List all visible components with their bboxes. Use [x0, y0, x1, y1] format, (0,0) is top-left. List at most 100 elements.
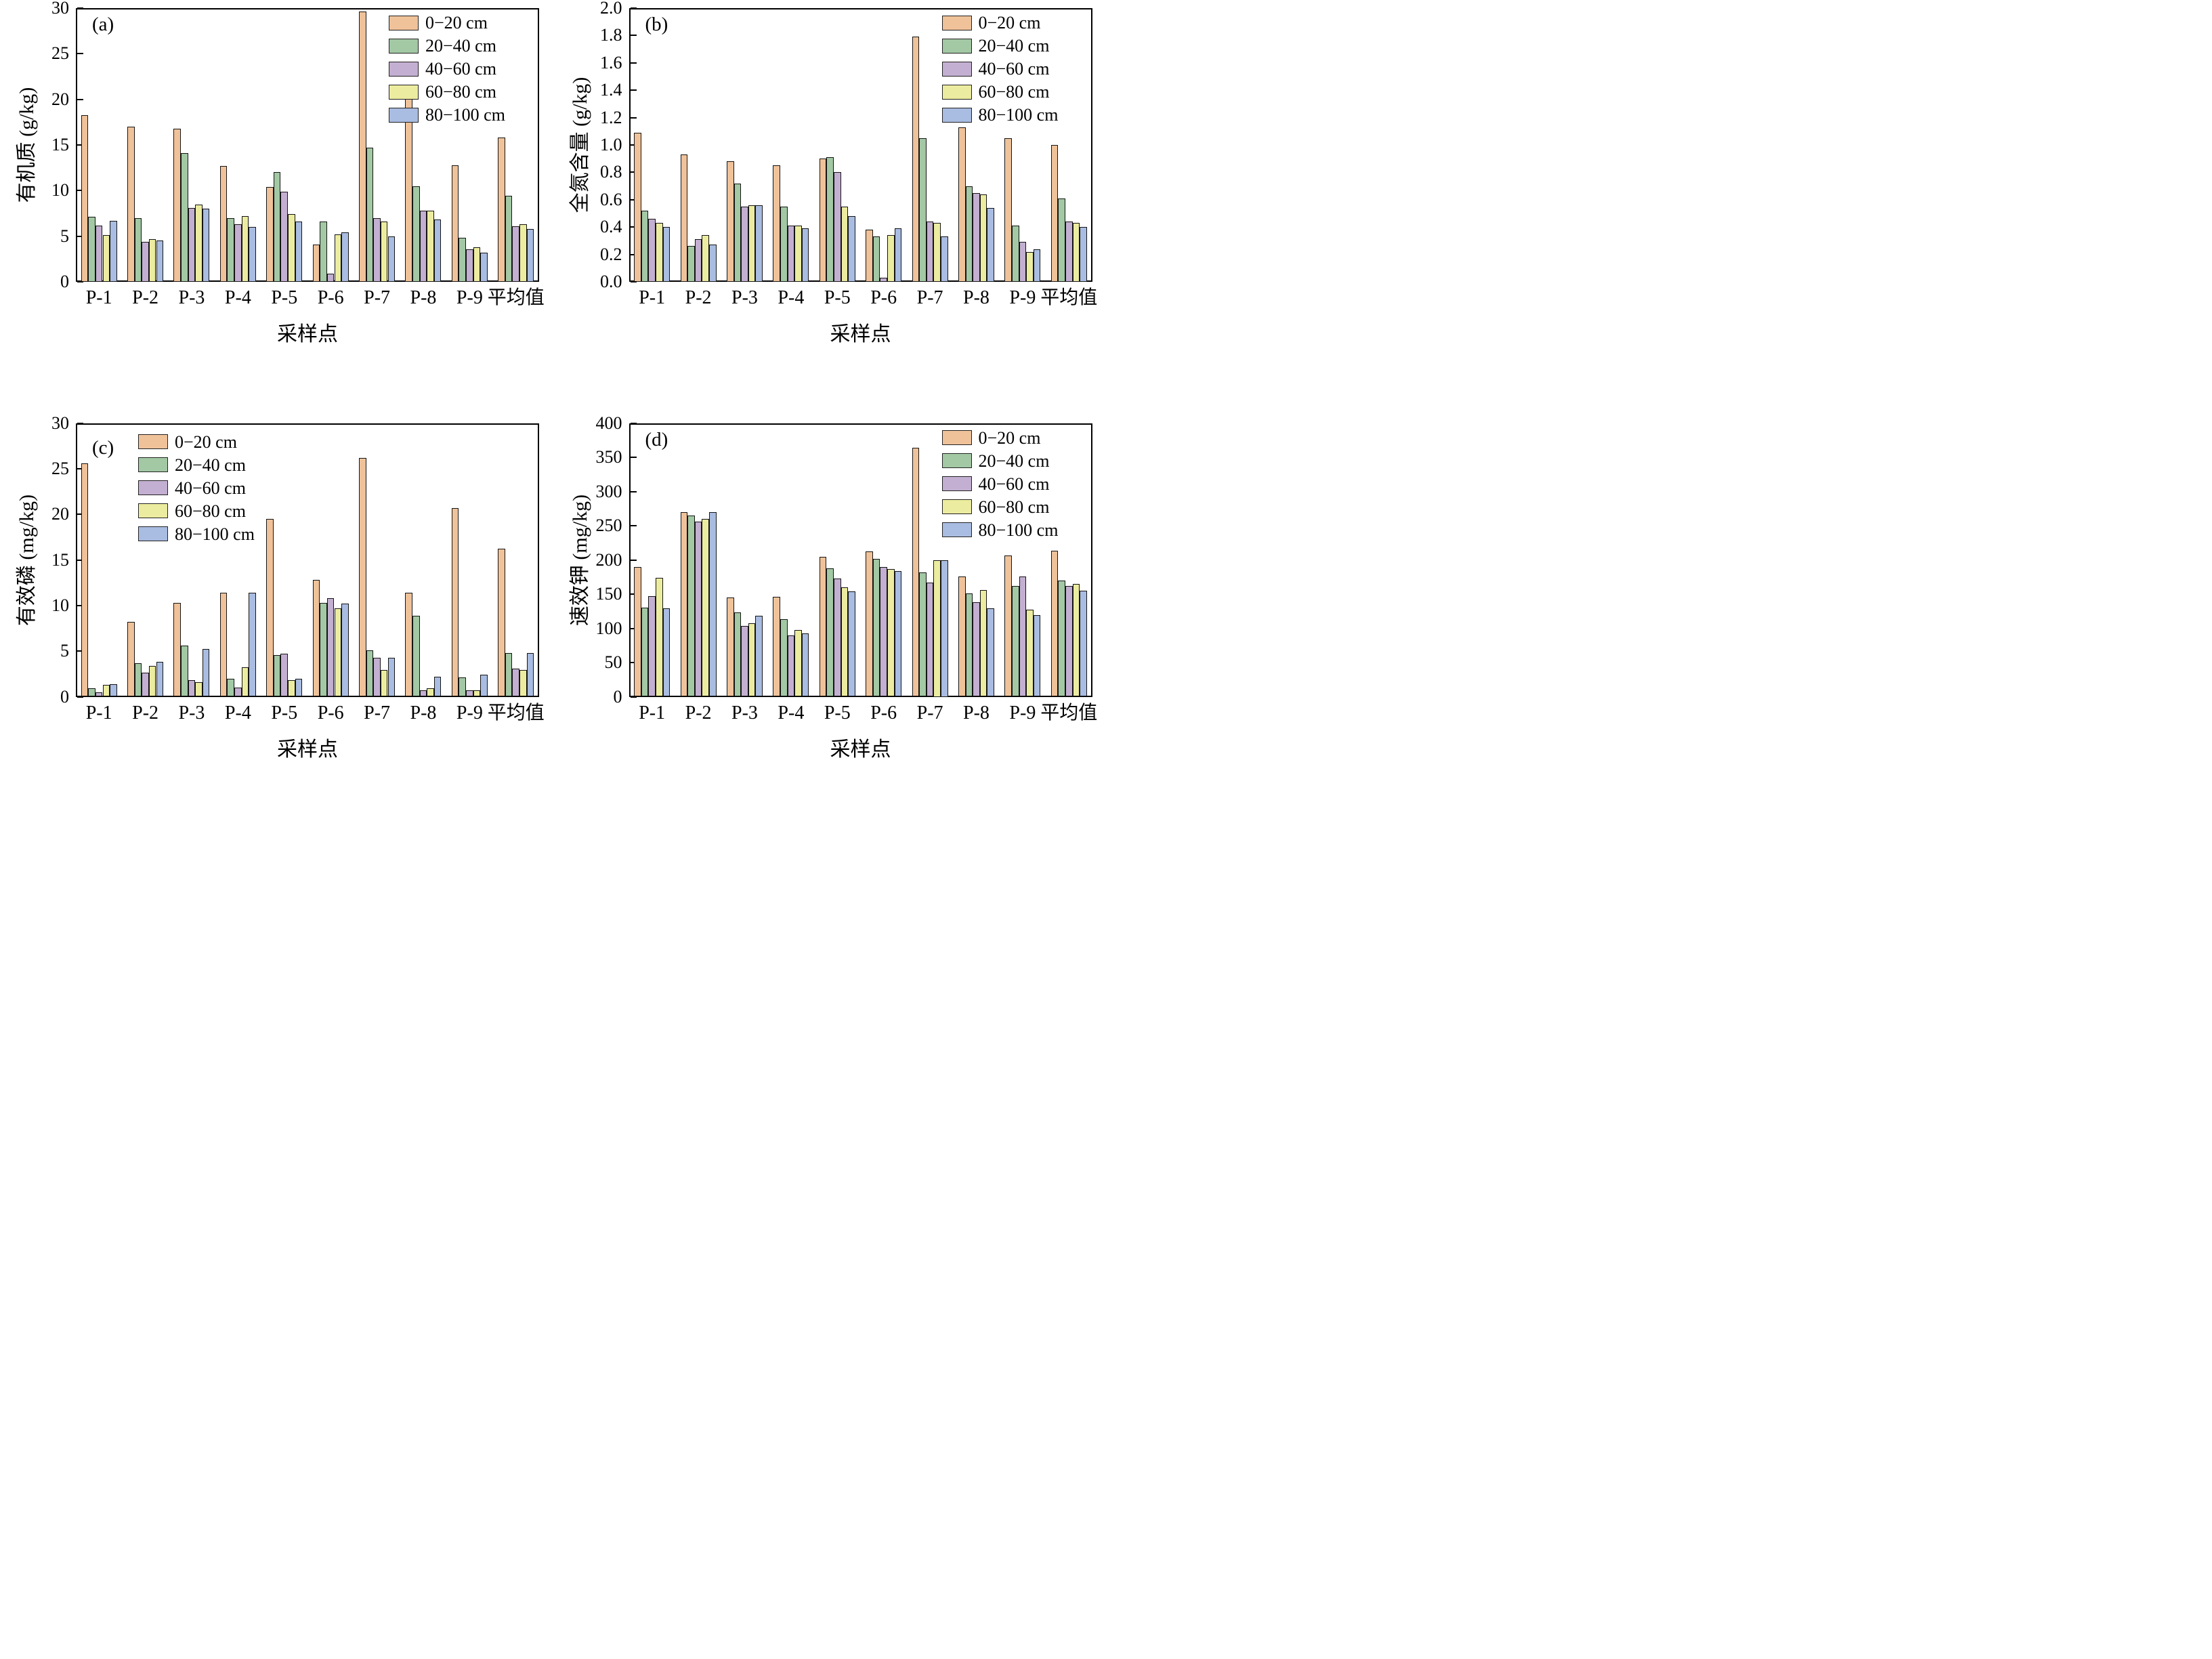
bar-b-P-6-s4: [894, 228, 902, 282]
legend-swatch-icon: [389, 61, 419, 77]
y-tick-label: 0.6: [600, 189, 622, 209]
bar-b-P-4-s0: [773, 165, 780, 282]
legend-item: 40−60 cm: [941, 60, 1059, 78]
bar-d-P-7-s0: [912, 447, 920, 697]
panel-b: 全氮含量 (g/kg) 0.0 0.2 0.4 0.6 0.8 1.0 1.2 1.4 1.6 1.…: [553, 0, 1106, 415]
y-tick-label: 200: [595, 549, 622, 570]
bar-a-平均值-s3: [519, 224, 527, 282]
y-tick-mark: [630, 35, 637, 37]
x-tick-label: P-5: [271, 287, 298, 308]
bar-a-P-1-s1: [88, 217, 95, 282]
bar-c-平均值-s1: [505, 652, 513, 697]
bar-c-P-5-s4: [295, 678, 303, 697]
bar-b-P-7-s0: [912, 37, 920, 282]
bar-b-P-4-s4: [801, 228, 809, 282]
bar-a-P-9-s3: [473, 247, 481, 282]
y-tick-mark: [630, 198, 637, 201]
legend-item: 60−80 cm: [941, 83, 1059, 101]
bar-a-平均值-s0: [498, 138, 505, 282]
x-tick-label: P-5: [824, 287, 851, 308]
bar-c-P-4-s4: [249, 592, 256, 697]
four-panel-bar-figure: 有机质 (g/kg) 0 5 10 15 20 25 30 P-1 P-2 P-3 P-4 P-5 P-6…: [0, 0, 1106, 830]
y-tick-label: 30: [51, 0, 69, 18]
bar-d-P-4-s0: [773, 597, 780, 697]
bar-b-P-2-s2: [694, 239, 702, 282]
y-tick-mark: [77, 422, 83, 424]
y-tick-label: 2.0: [600, 0, 622, 18]
bar-d-P-8-s1: [965, 593, 973, 697]
bar-a-P-6-s0: [312, 244, 320, 282]
bar-d-P-4-s2: [787, 635, 795, 697]
bar-a-P-9-s1: [459, 238, 467, 282]
bar-c-P-8-s0: [405, 592, 413, 697]
y-tick-mark: [77, 7, 83, 9]
y-tick-label: 0.8: [600, 162, 622, 182]
bar-d-P-8-s2: [973, 602, 980, 697]
legend-swatch-icon: [941, 84, 972, 100]
x-tick-label: P-7: [916, 702, 943, 723]
x-tick-label: P-9: [456, 287, 483, 308]
bar-a-P-2-s3: [148, 238, 156, 282]
bar-b-平均值-s0: [1050, 145, 1059, 282]
legend-item: 80−100 cm: [941, 106, 1058, 124]
legend-item: 40−60 cm: [941, 475, 1059, 493]
legend-swatch-icon: [941, 453, 972, 468]
y-tick-label: 0: [60, 272, 69, 291]
y-tick-mark: [77, 235, 83, 237]
bar-d-P-5-s3: [841, 587, 849, 697]
bar-c-P-5-s0: [266, 518, 274, 697]
legend-item: 0−20 cm: [389, 14, 505, 32]
bar-a-P-8-s1: [412, 186, 420, 282]
bar-b-平均值-s3: [1072, 223, 1080, 282]
bar-a-P-3-s3: [195, 204, 203, 282]
bar-c-P-1-s3: [102, 684, 110, 697]
bar-d-P-7-s2: [926, 582, 934, 697]
y-tick-label: 10: [51, 180, 69, 201]
y-tick-label: 0.0: [600, 272, 622, 291]
bar-b-P-8-s1: [965, 186, 973, 282]
bar-a-P-7-s4: [387, 236, 396, 282]
y-tick-mark: [630, 490, 637, 492]
y-tick-label: 100: [595, 618, 622, 638]
x-axis-title-b: 采样点: [830, 323, 891, 345]
legend-item: 40−60 cm: [138, 479, 255, 497]
y-tick-label: 20: [51, 89, 69, 109]
y-tick-mark: [630, 117, 637, 119]
legend-item: 0−20 cm: [941, 429, 1059, 447]
bar-b-P-8-s4: [987, 207, 994, 282]
bar-a-P-5-s4: [295, 222, 303, 282]
bar-b-P-3-s3: [748, 205, 756, 282]
y-tick-label: 400: [595, 413, 622, 433]
x-tick-label: P-7: [916, 287, 943, 308]
bar-a-P-7-s2: [373, 217, 381, 282]
legend-label: 20−40 cm: [978, 450, 1050, 471]
y-tick-label: 0: [613, 686, 622, 707]
legend-item: 60−80 cm: [138, 502, 255, 520]
bar-c-P-4-s1: [227, 678, 235, 697]
legend-label: 20−40 cm: [175, 455, 246, 475]
bar-c-P-9-s3: [473, 690, 481, 697]
bar-a-平均值-s2: [512, 226, 520, 282]
x-tick-label: P-6: [870, 702, 897, 723]
bar-b-P-5-s1: [826, 157, 834, 282]
bar-b-P-7-s1: [919, 138, 927, 282]
bar-c-P-6-s1: [320, 602, 327, 697]
x-tick-label: 平均值: [487, 702, 545, 723]
bar-a-P-7-s3: [380, 222, 388, 282]
bar-d-P-1-s0: [634, 566, 641, 697]
legend-item: 0−20 cm: [138, 433, 255, 451]
bar-a-P-7-s0: [359, 12, 366, 282]
x-tick-label: 平均值: [1040, 287, 1098, 308]
legend-item: 80−100 cm: [389, 106, 505, 124]
y-tick-mark: [77, 650, 83, 652]
y-tick-label: 0.4: [600, 217, 622, 237]
y-tick-mark: [630, 62, 637, 64]
bar-b-P-9-s0: [1004, 138, 1012, 282]
bar-b-P-8-s3: [979, 194, 987, 282]
bar-c-P-1-s0: [81, 463, 89, 697]
bar-c-P-6-s3: [334, 608, 342, 697]
bar-c-P-3-s0: [173, 602, 182, 697]
y-tick-label: 300: [595, 481, 622, 501]
bar-d-平均值-s4: [1080, 590, 1087, 697]
bar-a-P-2-s0: [127, 127, 135, 282]
